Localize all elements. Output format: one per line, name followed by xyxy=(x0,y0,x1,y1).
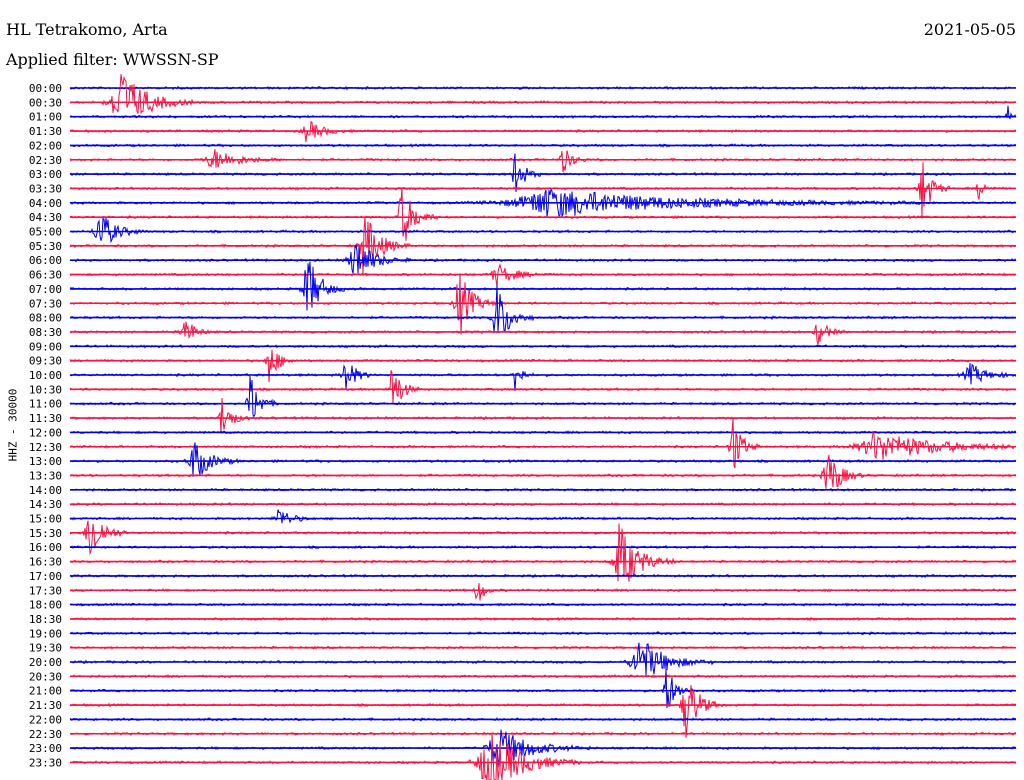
trace-time-label: 19:00 xyxy=(29,627,62,640)
trace-time-label: 08:00 xyxy=(29,312,62,325)
trace-time-label: 11:30 xyxy=(29,412,62,425)
trace-time-label: 14:30 xyxy=(29,498,62,511)
trace-time-label: 17:00 xyxy=(29,570,62,583)
trace-time-label: 08:30 xyxy=(29,326,62,339)
trace-time-label: 15:30 xyxy=(29,527,62,540)
trace-time-label: 15:00 xyxy=(29,513,62,526)
trace-group xyxy=(69,74,1017,780)
trace-time-label: 06:00 xyxy=(29,254,62,267)
seismic-trace xyxy=(69,244,1017,274)
trace-time-label: 00:00 xyxy=(29,82,62,95)
trace-time-label: 20:30 xyxy=(29,670,62,683)
date-label: 2021-05-05 xyxy=(923,20,1016,39)
trace-time-label: 16:30 xyxy=(29,556,62,569)
trace-time-label: 21:30 xyxy=(29,699,62,712)
trace-time-label: 01:30 xyxy=(29,125,62,138)
seismic-trace xyxy=(69,217,1017,244)
trace-time-label: 19:30 xyxy=(29,642,62,655)
seismic-trace xyxy=(69,283,1017,334)
seismic-trace xyxy=(69,363,1017,391)
trace-time-label: 18:00 xyxy=(29,599,62,612)
trace-time-label: 06:30 xyxy=(29,269,62,282)
trace-time-label: 11:00 xyxy=(29,398,62,411)
trace-time-label: 13:00 xyxy=(29,455,62,468)
trace-time-label: 22:00 xyxy=(29,713,62,726)
seismic-trace xyxy=(69,349,1017,383)
trace-time-label: 22:30 xyxy=(29,728,62,741)
trace-time-label: 09:00 xyxy=(29,340,62,353)
seismic-trace xyxy=(69,74,1017,115)
trace-time-label: 23:30 xyxy=(29,756,62,769)
seismic-trace xyxy=(69,375,1017,418)
trace-time-label: 14:00 xyxy=(29,484,62,497)
trace-time-label: 07:00 xyxy=(29,283,62,296)
trace-time-label: 02:00 xyxy=(29,139,62,152)
trace-time-label: 03:30 xyxy=(29,182,62,195)
trace-time-label: 16:00 xyxy=(29,541,62,554)
trace-time-label: 09:30 xyxy=(29,355,62,368)
trace-time-label: 12:30 xyxy=(29,441,62,454)
seismic-trace xyxy=(69,684,1017,738)
trace-time-label: 05:30 xyxy=(29,240,62,253)
trace-time-label: 00:30 xyxy=(29,96,62,109)
trace-time-label: 13:30 xyxy=(29,469,62,482)
seismic-trace xyxy=(69,520,1017,556)
trace-time-label: 04:00 xyxy=(29,197,62,210)
trace-time-label: 17:30 xyxy=(29,584,62,597)
seismic-trace xyxy=(69,321,1017,345)
seismic-trace xyxy=(69,162,1017,219)
trace-time-label: 02:30 xyxy=(29,154,62,167)
trace-time-label: 20:00 xyxy=(29,656,62,669)
trace-time-label: 03:00 xyxy=(29,168,62,181)
trace-time-label: 05:00 xyxy=(29,226,62,239)
trace-time-label: 10:00 xyxy=(29,369,62,382)
seismic-trace xyxy=(69,509,1017,524)
seismic-trace xyxy=(69,149,1017,173)
trace-time-label: 01:00 xyxy=(29,111,62,124)
trace-time-label: 10:30 xyxy=(29,383,62,396)
trace-time-label: 21:00 xyxy=(29,685,62,698)
trace-time-label: 23:00 xyxy=(29,742,62,755)
trace-time-label: 04:30 xyxy=(29,211,62,224)
filter-label: Applied filter: WWSSN-SP xyxy=(6,50,219,69)
station-title: HL Tetrakomo, Arta xyxy=(6,20,168,39)
trace-time-label: 18:30 xyxy=(29,613,62,626)
seismic-trace xyxy=(69,733,1017,780)
trace-time-label: 07:30 xyxy=(29,297,62,310)
seismic-trace xyxy=(69,583,1017,601)
trace-time-label: 12:00 xyxy=(29,426,62,439)
